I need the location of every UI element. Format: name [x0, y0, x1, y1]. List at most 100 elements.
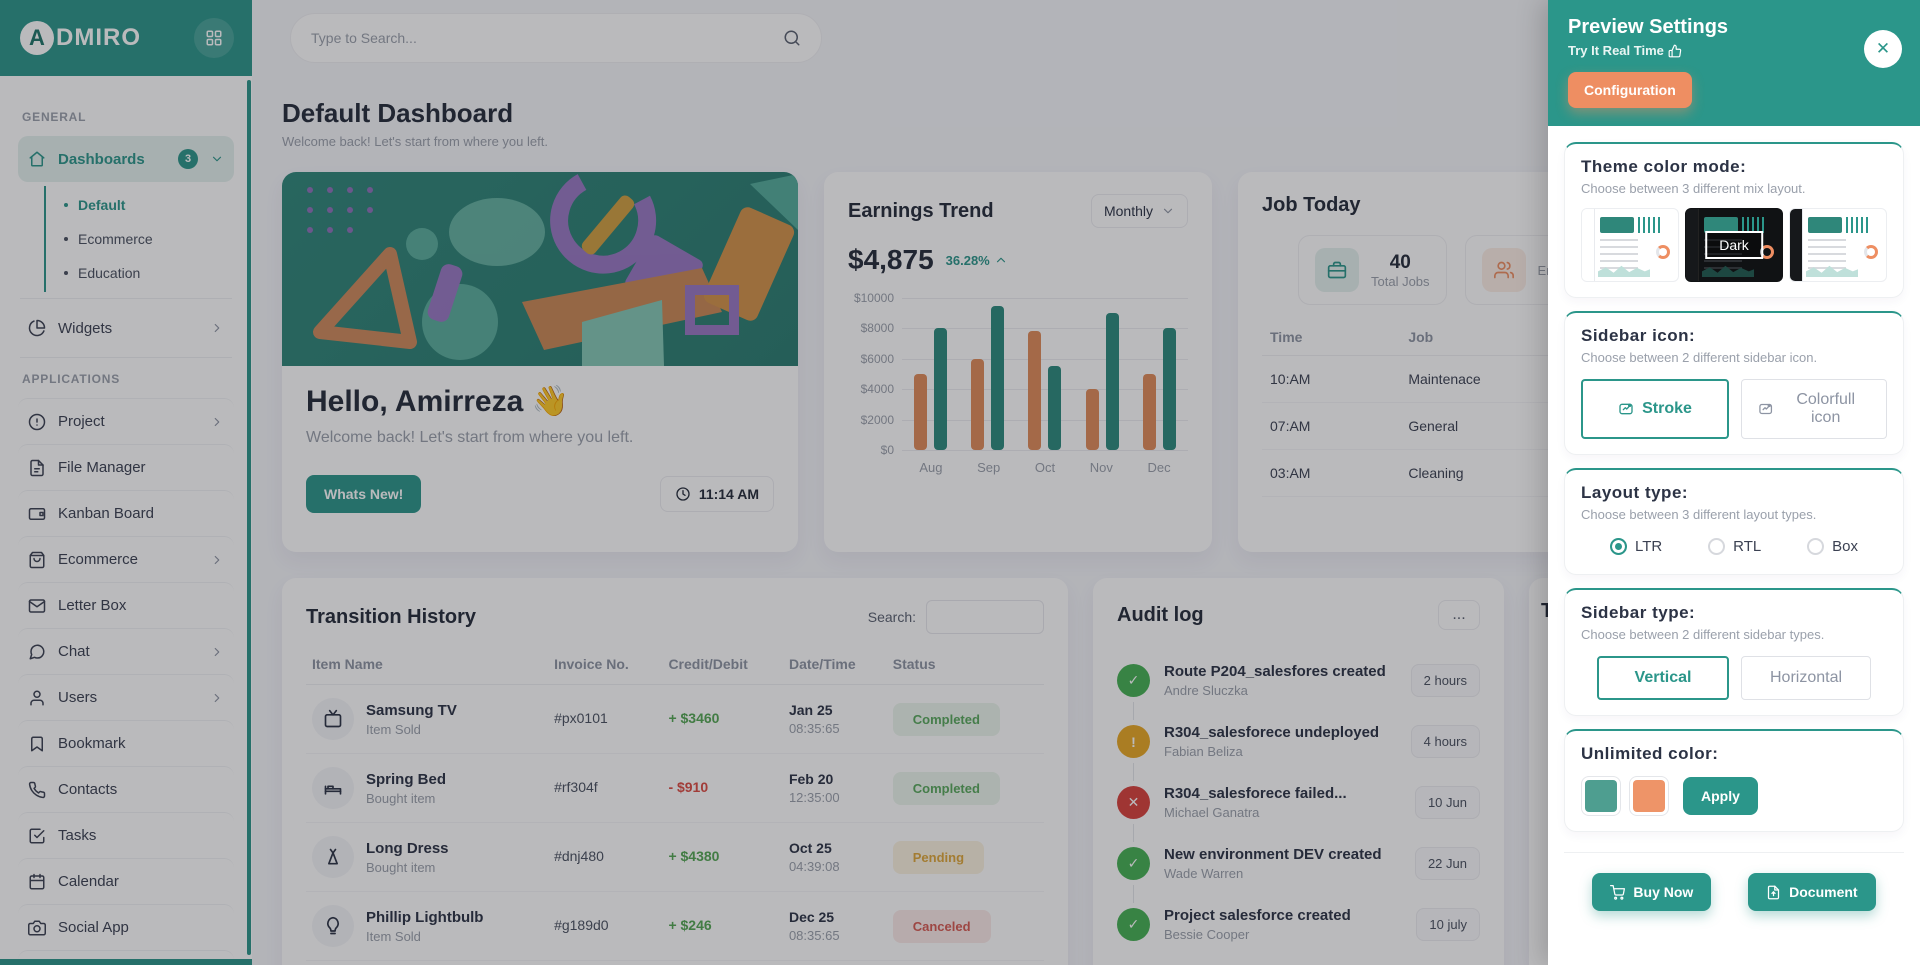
transition-column-header: Item Name	[306, 644, 549, 685]
transition-table: Item Name Invoice No. Credit/Debit Date/Tim…	[306, 644, 1044, 965]
app-logo[interactable]: A DMIRO	[20, 21, 141, 55]
sidebar-item-users[interactable]: Users	[18, 674, 234, 720]
stat-label: Total Jobs	[1371, 273, 1430, 289]
sidebar-item-chat[interactable]: Chat	[18, 628, 234, 674]
check-square-icon	[29, 828, 45, 843]
user-icon	[30, 690, 44, 705]
sidebar-icon-option-stroke[interactable]: Stroke	[1581, 379, 1729, 439]
sidebar-scrollbar[interactable]	[247, 80, 251, 955]
layout-radio-box[interactable]: Box	[1807, 538, 1858, 555]
greeting-message: Welcome back! Let's start from where you…	[306, 429, 634, 446]
bed-icon	[324, 785, 342, 795]
divider	[20, 298, 232, 299]
item-text: Long Dress Bought item	[366, 840, 449, 875]
layout-radio-rtl[interactable]: RTL	[1708, 538, 1761, 555]
logo-text: DMIRO	[56, 24, 141, 51]
sidebar-type-option-vertical[interactable]: Vertical	[1597, 656, 1729, 700]
submenu-item-default[interactable]: Default	[46, 188, 234, 222]
item-text: Samsung TV Item Sold	[366, 702, 457, 737]
item-icon-circle	[312, 698, 354, 740]
global-search[interactable]	[290, 13, 822, 63]
whats-new-button[interactable]: Whats New!	[306, 475, 422, 513]
invoice-no: #rf304f	[554, 779, 598, 795]
period-select[interactable]: Monthly	[1090, 194, 1188, 228]
item-text: Phillip Lightbulb Item Sold	[366, 909, 483, 944]
sidebar-icon-option-colorfull-icon[interactable]: Colorfull icon	[1741, 379, 1887, 439]
sidebar-item-tasks[interactable]: Tasks	[18, 812, 234, 858]
table-search-input[interactable]	[926, 600, 1044, 634]
status-cell: Completed	[886, 684, 1044, 754]
panel-body: Theme color mode: Choose between 3 diffe…	[1548, 126, 1920, 931]
logo-bar: A DMIRO	[0, 0, 252, 76]
audit-user: Andre Sluczka	[1164, 683, 1248, 698]
document-button[interactable]: Document	[1748, 873, 1876, 911]
submenu-item-ecommerce[interactable]: Ecommerce	[46, 222, 234, 256]
sidebar-item-label: Users	[58, 689, 98, 706]
theme-thumb-mix[interactable]	[1789, 208, 1887, 282]
chevron-right-icon	[214, 323, 220, 333]
audit-event-title: Project salesforce created	[1164, 907, 1351, 924]
submenu-label: Ecommerce	[78, 231, 153, 247]
audit-user: Wade Warren	[1164, 866, 1244, 881]
bar-expense	[971, 358, 985, 450]
radio-label: Box	[1832, 538, 1859, 555]
swatch-fill	[1585, 780, 1617, 812]
configuration-button[interactable]: Configuration	[1568, 72, 1692, 108]
sidebar-item-file-manager[interactable]: File Manager	[18, 444, 234, 490]
sidebar-item-kanban-board[interactable]: Kanban Board	[18, 490, 234, 536]
sidebar-item-project[interactable]: Project	[18, 398, 234, 444]
x-tick-label: Dec	[1147, 460, 1171, 475]
audit-menu-button[interactable]: ...	[1438, 600, 1480, 630]
theme-thumb-dark[interactable]: Dark	[1685, 208, 1783, 282]
sidebar-toggle-button[interactable]	[194, 18, 234, 58]
stroke-box-icon	[1619, 403, 1633, 415]
submenu-label: Default	[78, 197, 126, 213]
color-swatch-1[interactable]	[1581, 776, 1621, 816]
time: 12:35:00	[788, 790, 840, 805]
item-cell-wrap: Spring Bed Bought item	[306, 753, 549, 823]
layout-radio-ltr[interactable]: LTR	[1609, 538, 1662, 555]
transition-column-header: Date/Time	[782, 644, 887, 685]
buy-now-button[interactable]: Buy Now	[1592, 873, 1712, 911]
sidebar-item-widgets[interactable]: Widgets	[18, 305, 234, 351]
sidebar-icon-section: Sidebar icon: Choose between 2 different…	[1564, 311, 1904, 455]
item-cell-wrap: Sofa HaugaItem Sold	[306, 960, 549, 965]
amount: + $4380	[668, 848, 720, 864]
sidebar-item-calendar[interactable]: Calendar	[18, 858, 234, 904]
chart-y-axis: $0 $2000 $4000 $6000 $8000 $10000	[848, 291, 902, 457]
sidebar-item-ecommerce[interactable]: Ecommerce	[18, 536, 234, 582]
audit-title: Audit log	[1117, 603, 1204, 626]
chart-gridline	[902, 389, 1188, 391]
panel-title: Preview Settings	[1568, 16, 1729, 38]
color-swatch-2[interactable]	[1629, 776, 1669, 816]
sidebar-item-contacts[interactable]: Contacts	[18, 766, 234, 812]
sidebar-type-option-horizontal[interactable]: Horizontal	[1741, 656, 1871, 700]
sidebar-item-todo[interactable]: Todo	[18, 950, 234, 959]
sidebar-item-label: Tasks	[58, 827, 97, 844]
amount-cell: - $910	[662, 753, 783, 823]
bar-earning	[934, 328, 948, 450]
bar-expense	[1142, 374, 1156, 450]
thumb-tside	[1686, 209, 1699, 281]
swatch-fill	[1633, 780, 1665, 812]
success-status-icon: ✓	[1117, 847, 1150, 880]
sidebar-item-dashboards[interactable]: Dashboards 3	[18, 136, 234, 182]
submenu-item-education[interactable]: Education	[46, 256, 234, 290]
sidebar-item-social-app[interactable]: Social App	[18, 904, 234, 950]
sidebar-item-label: Kanban Board	[58, 505, 154, 522]
logo-mark: A	[20, 21, 54, 55]
search-input[interactable]	[311, 30, 783, 46]
theme-thumb-light[interactable]	[1581, 208, 1679, 282]
job-column-header: Time	[1262, 319, 1401, 356]
sidebar-item-letter-box[interactable]: Letter Box	[18, 582, 234, 628]
close-panel-button[interactable]: ✕	[1864, 30, 1902, 68]
sidebar-type-title: Sidebar type:	[1581, 603, 1696, 622]
sidebar-item-label: Social App	[58, 919, 129, 936]
bookmark-icon	[31, 736, 43, 751]
bullet-icon	[64, 271, 68, 275]
thumb-twave	[1598, 265, 1650, 277]
caret-up-icon	[996, 257, 1005, 263]
transition-table-row: Sofa HaugaItem Sold#31d8fs- $220Jan 2510…	[306, 960, 1044, 965]
apply-color-button[interactable]: Apply	[1683, 777, 1758, 815]
sidebar-item-bookmark[interactable]: Bookmark	[18, 720, 234, 766]
